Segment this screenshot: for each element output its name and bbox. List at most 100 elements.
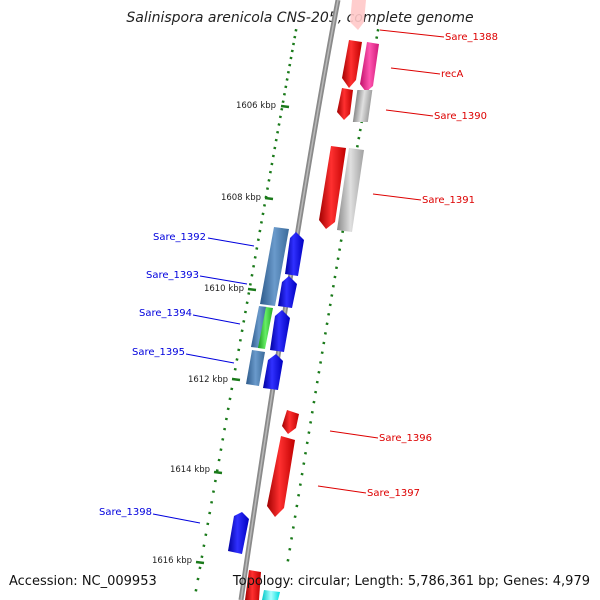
gene-label[interactable]: Sare_1395 <box>132 347 185 358</box>
track-dot <box>309 421 313 424</box>
gene-arrow[interactable] <box>342 40 362 88</box>
tick-label: 1612 kbp <box>188 375 228 385</box>
gene-label[interactable]: Sare_1394 <box>139 308 192 319</box>
track-dot <box>217 458 221 462</box>
track-dot <box>307 431 311 434</box>
track-dot <box>290 536 294 540</box>
gene-label[interactable]: Sare_1393 <box>146 270 199 281</box>
gene-label[interactable]: Sare_1396 <box>379 433 432 444</box>
track-dot <box>268 170 272 174</box>
track-dot <box>276 130 280 134</box>
tick-label: 1608 kbp <box>221 193 261 203</box>
track-dot <box>288 547 292 551</box>
track-dot <box>357 136 361 140</box>
label-leader <box>379 29 445 38</box>
track-dot <box>320 351 324 355</box>
gene-arrow[interactable] <box>245 570 261 600</box>
gene-block[interactable] <box>337 148 364 232</box>
label-leader <box>372 193 422 201</box>
gene-arrow[interactable] <box>319 146 346 229</box>
track-dot <box>355 144 359 148</box>
track-dot <box>271 154 275 158</box>
gene-arrow[interactable] <box>270 310 290 352</box>
gene-arrow[interactable] <box>263 354 283 390</box>
track-dot <box>215 469 219 472</box>
track-dot <box>314 390 318 394</box>
track-dot <box>198 566 202 570</box>
gene-block[interactable] <box>260 227 289 306</box>
track-dot <box>221 438 225 441</box>
gene-label[interactable]: Sare_1388 <box>445 32 498 43</box>
track-dot <box>196 577 200 581</box>
track-dot <box>202 544 206 548</box>
gene-label[interactable]: Sare_1390 <box>434 111 487 122</box>
scale-track-dots <box>194 28 298 592</box>
track-dot <box>233 367 237 371</box>
gene-labels: Sare_1388 recA Sare_1390 Sare_1391 Sare_… <box>99 29 498 524</box>
track-dot <box>247 292 251 295</box>
track-dot <box>341 230 345 234</box>
track-dot <box>358 128 362 132</box>
track-dot <box>288 63 292 67</box>
tick-label: 1610 kbp <box>204 284 244 294</box>
label-leader <box>199 275 248 285</box>
track-dot <box>278 115 282 119</box>
gene-label[interactable]: recA <box>441 69 464 80</box>
track-dot <box>210 500 214 504</box>
gene-arrow[interactable] <box>267 436 295 517</box>
gene-arrow[interactable] <box>228 512 249 554</box>
gene-label[interactable]: Sare_1391 <box>422 195 475 206</box>
label-leader <box>390 67 441 75</box>
gene-arrow[interactable] <box>285 232 304 276</box>
gene-arrow[interactable] <box>282 410 299 434</box>
track-dot <box>293 35 297 39</box>
gene-arrow[interactable] <box>350 0 366 30</box>
track-dot <box>300 472 304 476</box>
track-dot <box>213 479 217 483</box>
track-dot <box>259 221 263 224</box>
track-dot <box>200 555 204 559</box>
gene-block[interactable] <box>262 590 280 600</box>
track-dot <box>312 400 316 404</box>
gene-block[interactable] <box>352 90 373 122</box>
track-dot <box>240 329 244 333</box>
track-dot <box>273 146 277 150</box>
track-dot <box>333 275 337 279</box>
track-dot <box>245 301 249 305</box>
tick-label: 1614 kbp <box>170 465 210 475</box>
track-dot <box>270 162 274 166</box>
label-leader <box>207 237 255 247</box>
track-dot <box>286 558 290 562</box>
tick-mark <box>280 104 290 109</box>
tick-label: 1616 kbp <box>152 556 192 566</box>
gene-block[interactable] <box>246 350 265 386</box>
gene-arrow[interactable] <box>360 42 379 92</box>
track-dot <box>331 284 335 288</box>
track-dot <box>298 483 302 487</box>
scale-ticks: 1606 kbp 1608 kbp 1610 kbp 1612 kbp 1614… <box>152 101 290 566</box>
track-dot <box>376 28 380 32</box>
track-dot <box>235 358 239 361</box>
track-dot <box>285 78 289 81</box>
tick-mark <box>247 287 257 292</box>
track-dot <box>286 70 290 74</box>
track-dot <box>310 410 314 414</box>
track-dot <box>304 451 308 455</box>
track-dot <box>252 264 256 268</box>
label-leader <box>192 314 241 325</box>
gene-label[interactable]: Sare_1392 <box>153 232 206 243</box>
track-dot <box>338 248 342 252</box>
accession-text: Accession: NC_009953 <box>9 574 157 589</box>
gene-label[interactable]: Sare_1398 <box>99 507 152 518</box>
track-dot <box>336 257 340 261</box>
gene-block[interactable] <box>251 306 267 348</box>
tick-mark <box>195 560 205 565</box>
track-dot <box>284 85 288 89</box>
gene-block[interactable] <box>258 307 273 349</box>
gene-arrow[interactable] <box>337 88 353 120</box>
gene-arrow[interactable] <box>278 276 297 308</box>
track-dot <box>293 515 297 519</box>
track-dot <box>315 380 319 384</box>
gene-label[interactable]: Sare_1397 <box>367 488 420 499</box>
